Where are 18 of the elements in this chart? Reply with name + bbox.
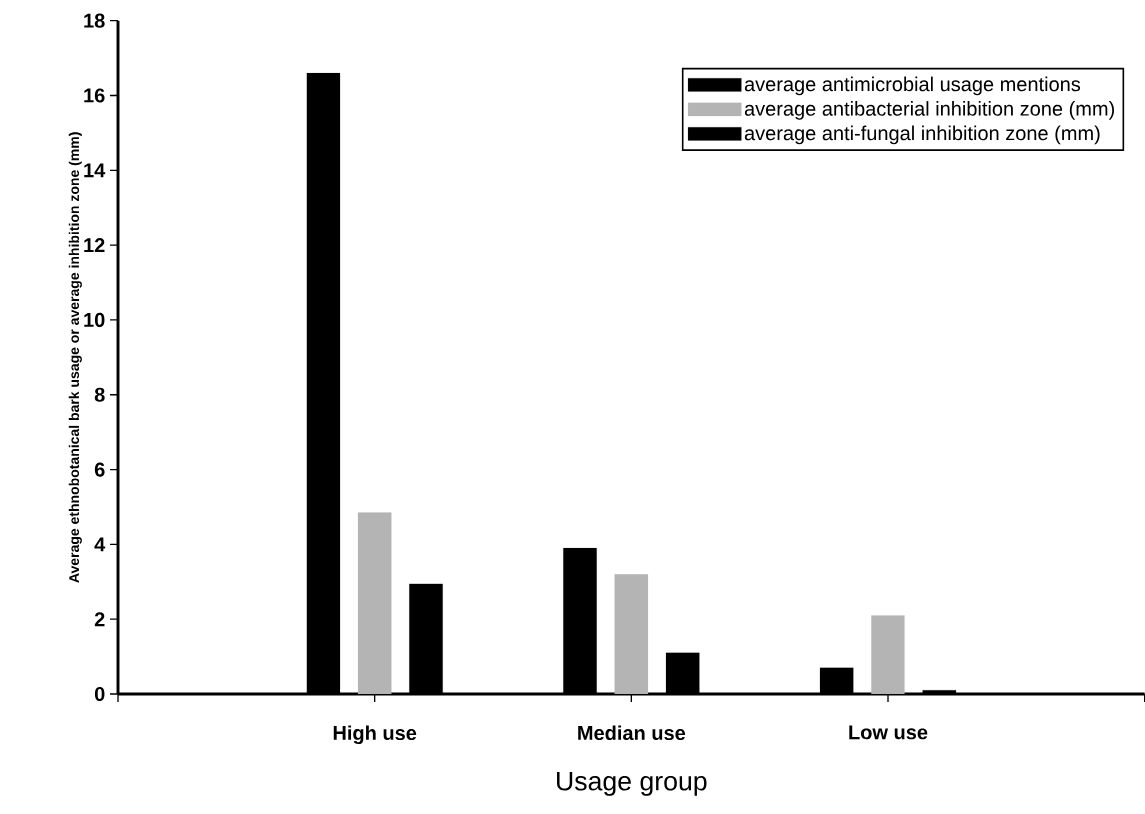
y-tick-label: 12: [84, 238, 105, 253]
y-tick-label: 16: [84, 88, 105, 103]
x-tick-label: High use: [333, 725, 417, 745]
x-tick-label: Low use: [849, 725, 928, 740]
legend-label: average antimicrobial usage mentions: [744, 76, 1081, 96]
y-tick-label: 14: [84, 163, 106, 178]
y-tick-label: 8: [94, 387, 105, 402]
x-tick-label: Median use: [578, 725, 686, 741]
y-tick-label: 18: [84, 13, 105, 28]
y-tick-label: 2: [94, 612, 105, 627]
legend-label: average anti-fungal inhibition zone (mm): [744, 125, 1100, 145]
y-tick-label: 6: [94, 462, 105, 477]
y-tick-label: 0: [94, 686, 105, 702]
y-tick-label: 10: [84, 312, 105, 327]
legend-label: average antibacterial inhibition zone (mm): [744, 101, 1115, 120]
y-tick-label: 4: [94, 537, 106, 552]
y-axis-title: Average ethnobotanical bark usage or average inhibition zone (mm): [68, 132, 82, 583]
x-axis-title: Usage group: [557, 771, 707, 796]
